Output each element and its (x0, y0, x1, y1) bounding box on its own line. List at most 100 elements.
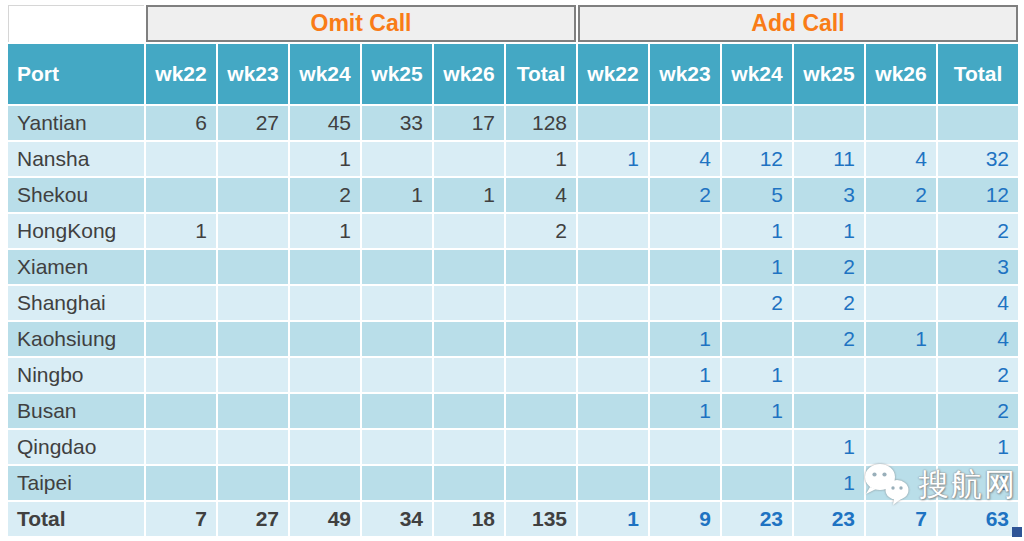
port-calls-table: Omit Call Add Call Port wk22 wk23 wk24 w… (6, 3, 1020, 538)
cell-ningbo-omit-wk22 (146, 358, 216, 392)
cell-hongkong-omit-wk23 (218, 214, 288, 248)
cell-yantian-add-wk25 (794, 106, 864, 140)
cell-qingdao-omit-wk25 (362, 430, 432, 464)
cell-total-add-wk26: 7 (866, 502, 936, 536)
cell-yantian-add-wk23 (650, 106, 720, 140)
corner-empty-cell (8, 5, 144, 42)
add-call-group-header: Add Call (578, 5, 1018, 42)
cell-hongkong-add-total: 2 (938, 214, 1018, 248)
cell-xiamen-omit-wk24 (290, 250, 360, 284)
omit-total-header: Total (506, 44, 576, 104)
cell-hongkong-add-wk23 (650, 214, 720, 248)
cell-hongkong-add-wk22 (578, 214, 648, 248)
cell-xiamen-omit-wk25 (362, 250, 432, 284)
table-row-ningbo: Ningbo112 (8, 358, 1018, 392)
cell-yantian-add-wk22 (578, 106, 648, 140)
cell-shanghai-omit-wk26 (434, 286, 504, 320)
cell-busan-omit-wk26 (434, 394, 504, 428)
cell-hongkong-add-wk25: 1 (794, 214, 864, 248)
cell-shekou-omit-wk23 (218, 178, 288, 212)
cell-xiamen-omit-total (506, 250, 576, 284)
cell-kaohsiung-add-wk26: 1 (866, 322, 936, 356)
cell-total-omit-total: 135 (506, 502, 576, 536)
cell-ningbo-omit-total (506, 358, 576, 392)
cell-hongkong-omit-wk24: 1 (290, 214, 360, 248)
cell-taipei-add-total: 1 (938, 466, 1018, 500)
cell-nansha-add-wk22: 1 (578, 142, 648, 176)
cell-qingdao-omit-total (506, 430, 576, 464)
cell-qingdao-omit-wk24 (290, 430, 360, 464)
cell-busan-omit-wk25 (362, 394, 432, 428)
cell-total-omit-wk23: 27 (218, 502, 288, 536)
cell-total-add-wk24: 23 (722, 502, 792, 536)
port-column-header: Port (8, 44, 144, 104)
cell-busan-omit-wk22 (146, 394, 216, 428)
omit-call-group-header: Omit Call (146, 5, 576, 42)
cell-kaohsiung-omit-wk25 (362, 322, 432, 356)
cell-kaohsiung-omit-wk26 (434, 322, 504, 356)
table-row-nansha: Nansha11141211432 (8, 142, 1018, 176)
cell-shanghai-omit-wk23 (218, 286, 288, 320)
cell-busan-add-wk25 (794, 394, 864, 428)
cell-hongkong-add-wk26 (866, 214, 936, 248)
cell-qingdao-add-wk23 (650, 430, 720, 464)
cell-shekou-add-wk22 (578, 178, 648, 212)
cell-busan-add-wk24: 1 (722, 394, 792, 428)
cell-kaohsiung-omit-wk23 (218, 322, 288, 356)
cell-ningbo-add-wk25 (794, 358, 864, 392)
cell-total-add-wk23: 9 (650, 502, 720, 536)
cell-nansha-add-wk25: 11 (794, 142, 864, 176)
cell-yantian-port: Yantian (8, 106, 144, 140)
cell-ningbo-omit-wk26 (434, 358, 504, 392)
cell-taipei-omit-wk22 (146, 466, 216, 500)
cell-qingdao-add-wk24 (722, 430, 792, 464)
cell-total-omit-wk25: 34 (362, 502, 432, 536)
cell-qingdao-add-total: 1 (938, 430, 1018, 464)
omit-wk26-header: wk26 (434, 44, 504, 104)
cell-ningbo-add-wk22 (578, 358, 648, 392)
cell-busan-omit-wk24 (290, 394, 360, 428)
cell-qingdao-add-wk25: 1 (794, 430, 864, 464)
add-wk22-header: wk22 (578, 44, 648, 104)
cell-shanghai-omit-wk25 (362, 286, 432, 320)
cell-shekou-omit-total: 4 (506, 178, 576, 212)
cell-taipei-omit-wk25 (362, 466, 432, 500)
cell-busan-add-wk23: 1 (650, 394, 720, 428)
cell-shekou-add-wk25: 3 (794, 178, 864, 212)
cell-busan-omit-wk23 (218, 394, 288, 428)
table-row-yantian: Yantian627453317128 (8, 106, 1018, 140)
cell-kaohsiung-add-wk22 (578, 322, 648, 356)
cell-total-omit-wk22: 7 (146, 502, 216, 536)
cell-total-add-wk22: 1 (578, 502, 648, 536)
selection-handle-square (1012, 527, 1022, 537)
table-row-hongkong: HongKong112112 (8, 214, 1018, 248)
cell-nansha-add-total: 32 (938, 142, 1018, 176)
cell-ningbo-omit-wk23 (218, 358, 288, 392)
cell-busan-add-wk22 (578, 394, 648, 428)
cell-nansha-omit-total: 1 (506, 142, 576, 176)
cell-qingdao-omit-wk26 (434, 430, 504, 464)
cell-taipei-omit-wk26 (434, 466, 504, 500)
cell-kaohsiung-omit-wk24 (290, 322, 360, 356)
add-total-header: Total (938, 44, 1018, 104)
cell-shanghai-add-wk23 (650, 286, 720, 320)
cell-shanghai-omit-wk22 (146, 286, 216, 320)
cell-total-omit-wk26: 18 (434, 502, 504, 536)
cell-qingdao-omit-wk23 (218, 430, 288, 464)
cell-nansha-omit-wk26 (434, 142, 504, 176)
cell-yantian-omit-wk26: 17 (434, 106, 504, 140)
table-row-qingdao: Qingdao11 (8, 430, 1018, 464)
cell-yantian-omit-wk22: 6 (146, 106, 216, 140)
cell-shekou-omit-wk26: 1 (434, 178, 504, 212)
cell-shekou-omit-wk24: 2 (290, 178, 360, 212)
cell-kaohsiung-add-wk24 (722, 322, 792, 356)
cell-shanghai-add-wk25: 2 (794, 286, 864, 320)
cell-total-omit-wk24: 49 (290, 502, 360, 536)
cell-nansha-add-wk26: 4 (866, 142, 936, 176)
cell-xiamen-add-wk26 (866, 250, 936, 284)
cell-nansha-omit-wk25 (362, 142, 432, 176)
table-row-busan: Busan112 (8, 394, 1018, 428)
table-row-kaohsiung: Kaohsiung1214 (8, 322, 1018, 356)
cell-taipei-add-wk26 (866, 466, 936, 500)
cell-busan-add-total: 2 (938, 394, 1018, 428)
